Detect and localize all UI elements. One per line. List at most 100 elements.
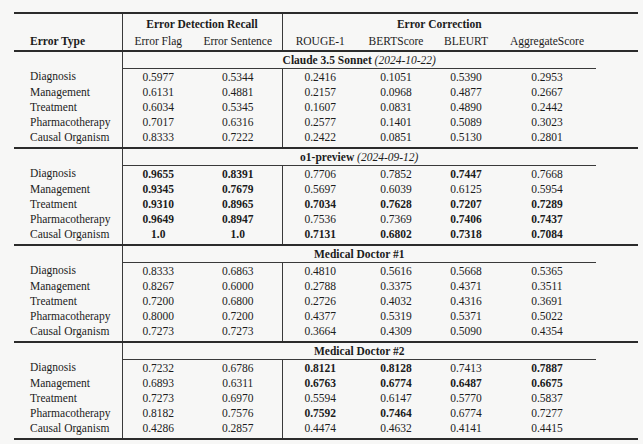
metric-value: 0.3664 <box>282 323 358 342</box>
section-title: Medical Doctor #1 <box>122 245 596 263</box>
section-title-text: o1-preview <box>300 151 354 163</box>
table-row: Management0.68930.63110.67630.67740.6487… <box>14 375 638 390</box>
metric-value: 0.4474 <box>282 420 358 439</box>
metric-value: 0.6487 <box>434 375 498 390</box>
metric-value: 0.2422 <box>282 129 358 148</box>
metric-value: 0.7706 <box>282 166 358 182</box>
error-type-label: Causal Organism <box>14 226 122 245</box>
section-title-text: Medical Doctor #1 <box>314 248 404 260</box>
metric-value: 0.1401 <box>358 114 434 129</box>
header-filler <box>596 13 638 32</box>
metric-value: 0.5371 <box>434 308 498 323</box>
metric-value: 0.7318 <box>434 226 498 245</box>
metric-value: 0.6786 <box>194 360 282 376</box>
metric-value: 0.4632 <box>358 420 434 439</box>
error-type-label: Diagnosis <box>14 69 122 85</box>
table-row: Diagnosis0.83330.68630.48100.56160.56680… <box>14 263 638 279</box>
group-header-spacer <box>14 13 122 32</box>
metric-value: 1.0 <box>194 226 282 245</box>
metric-value: 0.5022 <box>498 308 596 323</box>
table-section: Medical Doctor #2Diagnosis0.72320.67860.… <box>14 342 638 439</box>
table-row: Diagnosis0.59770.53440.24160.10510.53900… <box>14 69 638 85</box>
table-row: Treatment0.72730.69700.55940.61470.57700… <box>14 390 638 405</box>
error-type-label: Causal Organism <box>14 323 122 342</box>
metric-value: 0.7437 <box>498 211 596 226</box>
metric-value: 0.5594 <box>282 390 358 405</box>
table-row: Treatment0.93100.89650.70340.76280.72070… <box>14 196 638 211</box>
metric-value: 0.2857 <box>194 420 282 439</box>
metric-value: 0.2726 <box>282 293 358 308</box>
table-row: Causal Organism0.72730.72730.36640.43090… <box>14 323 638 342</box>
metric-value: 0.4377 <box>282 308 358 323</box>
metric-value: 0.8947 <box>194 211 282 226</box>
section-title-date: (2024-09-12) <box>357 151 418 163</box>
metric-value: 0.4415 <box>498 420 596 439</box>
metric-value: 0.9649 <box>122 211 194 226</box>
metric-value: 0.7887 <box>498 360 596 376</box>
metric-value: 0.5090 <box>434 323 498 342</box>
metric-value: 0.5770 <box>434 390 498 405</box>
metric-value: 0.5390 <box>434 69 498 85</box>
metric-value: 0.6970 <box>194 390 282 405</box>
band-filler <box>596 342 638 360</box>
header-filler <box>596 32 638 51</box>
column-header-error-type: Error Type <box>14 32 122 51</box>
metric-value: 1.0 <box>122 226 194 245</box>
metric-value: 0.7576 <box>194 405 282 420</box>
metric-value: 0.6800 <box>194 293 282 308</box>
row-filler <box>596 166 638 182</box>
error-type-label: Diagnosis <box>14 360 122 376</box>
metric-value: 0.2442 <box>498 99 596 114</box>
metric-value: 0.7222 <box>194 129 282 148</box>
metric-value: 0.8182 <box>122 405 194 420</box>
metric-value: 0.7200 <box>194 308 282 323</box>
metric-value: 0.6316 <box>194 114 282 129</box>
metric-value: 0.6675 <box>498 375 596 390</box>
metric-value: 0.6774 <box>358 375 434 390</box>
metric-value: 0.5668 <box>434 263 498 279</box>
metric-value: 0.7668 <box>498 166 596 182</box>
error-type-label: Causal Organism <box>14 129 122 148</box>
metric-value: 0.2788 <box>282 278 358 293</box>
metric-value: 0.7679 <box>194 181 282 196</box>
results-table: Error Detection Recall Error Correction … <box>14 12 638 440</box>
table-row: Causal Organism0.83330.72220.24220.08510… <box>14 129 638 148</box>
section-band-spacer <box>14 148 122 166</box>
metric-value: 0.5977 <box>122 69 194 85</box>
row-filler <box>596 278 638 293</box>
metric-value: 0.6000 <box>194 278 282 293</box>
metric-value: 0.2667 <box>498 84 596 99</box>
metric-value: 0.0831 <box>358 99 434 114</box>
row-filler <box>596 99 638 114</box>
metric-value: 0.5837 <box>498 390 596 405</box>
table-row: Management0.61310.48810.21570.09680.4877… <box>14 84 638 99</box>
row-filler <box>596 226 638 245</box>
band-filler <box>596 148 638 166</box>
error-type-label: Treatment <box>14 293 122 308</box>
metric-value: 0.3023 <box>498 114 596 129</box>
table-row: Pharmacotherapy0.80000.72000.43770.53190… <box>14 308 638 323</box>
metric-value: 0.7084 <box>498 226 596 245</box>
metric-value: 0.7277 <box>498 405 596 420</box>
metric-value: 0.8267 <box>122 278 194 293</box>
band-filler <box>596 245 638 263</box>
table-row: Pharmacotherapy0.96490.89470.75360.73690… <box>14 211 638 226</box>
metric-value: 0.4877 <box>434 84 498 99</box>
section-title-text: Medical Doctor #2 <box>314 345 404 357</box>
metric-value: 0.5954 <box>498 181 596 196</box>
metric-value: 0.5697 <box>282 181 358 196</box>
table-section: o1-preview (2024-09-12)Diagnosis0.96550.… <box>14 148 638 245</box>
table-row: Causal Organism0.42860.28570.44740.46320… <box>14 420 638 439</box>
row-filler <box>596 84 638 99</box>
metric-value: 0.4881 <box>194 84 282 99</box>
section-title-text: Claude 3.5 Sonnet <box>283 54 372 66</box>
section-band-row: Claude 3.5 Sonnet (2024-10-22) <box>14 51 638 69</box>
table-row: Causal Organism1.01.00.71310.68020.73180… <box>14 226 638 245</box>
metric-value: 0.5344 <box>194 69 282 85</box>
metric-value: 0.7273 <box>122 323 194 342</box>
metric-value: 0.4371 <box>434 278 498 293</box>
group-header-error-correction: Error Correction <box>282 13 596 32</box>
error-type-label: Pharmacotherapy <box>14 114 122 129</box>
section-title: o1-preview (2024-09-12) <box>122 148 596 166</box>
metric-value: 0.8391 <box>194 166 282 182</box>
